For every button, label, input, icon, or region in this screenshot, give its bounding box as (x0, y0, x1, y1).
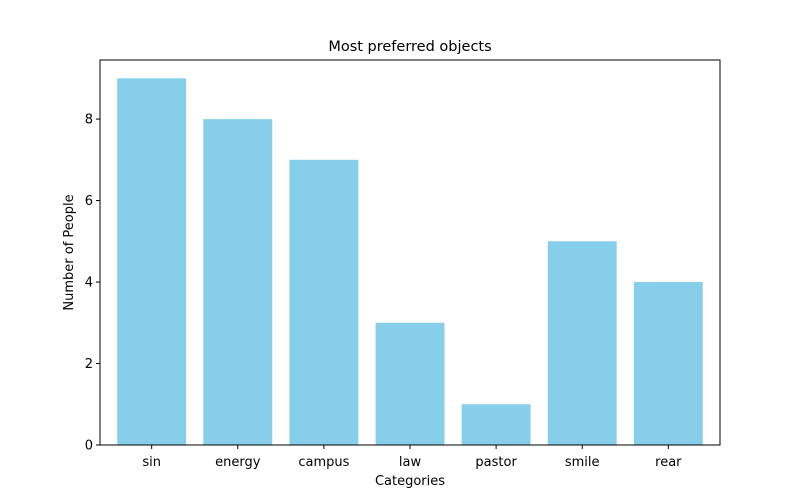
bars-layer (117, 78, 703, 446)
x-tick-label: sin (142, 455, 161, 470)
bar-sin (117, 78, 187, 445)
x-tick-label: campus (298, 455, 349, 470)
bar-pastor (461, 404, 531, 445)
x-tick-label: smile (565, 455, 600, 470)
x-axis-label: Categories (375, 474, 445, 489)
y-tick-label: 6 (85, 194, 93, 209)
bar-smile (547, 241, 617, 445)
x-tick-label: rear (655, 455, 682, 470)
y-axis-ticks: 0 2 4 6 8 (85, 113, 100, 454)
y-tick-label: 2 (85, 357, 93, 372)
bar-energy (203, 119, 273, 446)
x-tick-label: pastor (475, 455, 517, 470)
y-axis-label: Number of People (62, 194, 77, 310)
plot-frame (99, 59, 721, 446)
y-tick-label: 4 (85, 276, 93, 291)
bar-rear (633, 282, 703, 445)
y-tick-label: 0 (85, 439, 93, 454)
bar-law (375, 322, 445, 445)
x-axis-ticks: sin energy campus law pastor smile rear (142, 445, 682, 470)
y-tick-label: 8 (85, 113, 93, 128)
bar-campus (289, 159, 359, 445)
x-tick-label: energy (215, 455, 261, 470)
chart-title: Most preferred objects (328, 39, 491, 55)
x-tick-label: law (399, 455, 422, 470)
